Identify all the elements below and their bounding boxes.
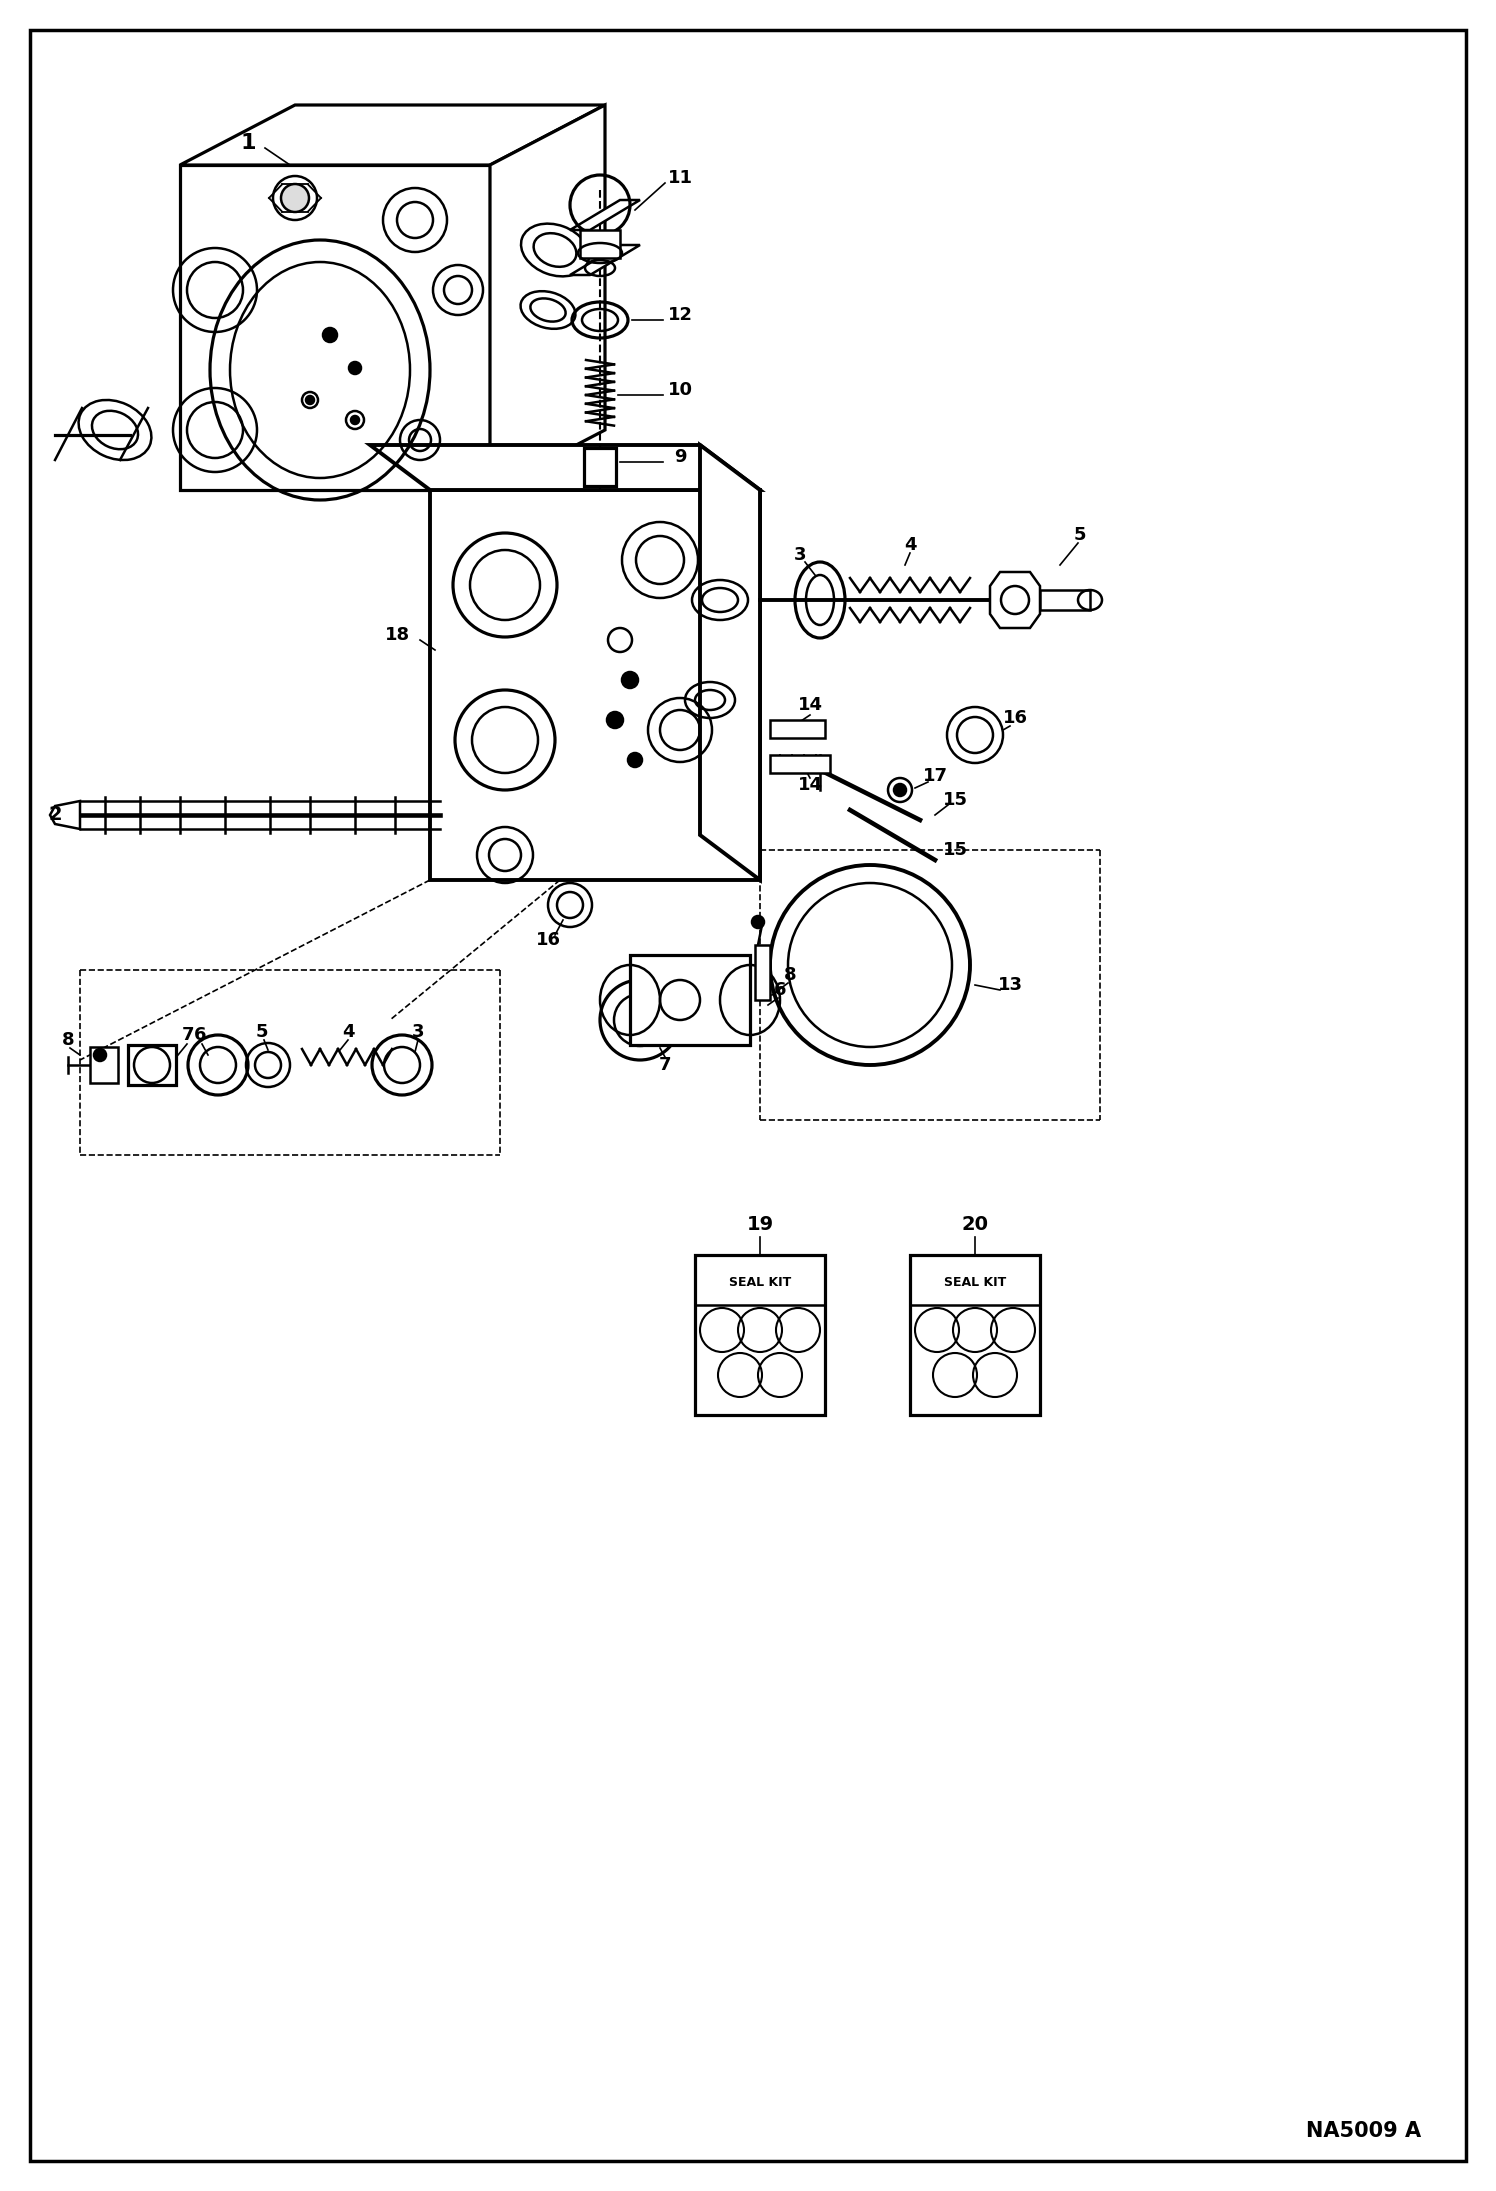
Polygon shape xyxy=(990,572,1040,629)
Polygon shape xyxy=(570,199,640,230)
Text: 16: 16 xyxy=(1002,710,1028,727)
Text: SEAL KIT: SEAL KIT xyxy=(944,1277,1007,1290)
Text: 14: 14 xyxy=(797,776,823,793)
Bar xyxy=(580,230,619,259)
Bar xyxy=(630,955,749,1045)
Text: 2: 2 xyxy=(48,806,61,824)
Bar xyxy=(583,447,616,486)
Polygon shape xyxy=(570,245,640,276)
Bar xyxy=(696,1255,824,1415)
Circle shape xyxy=(281,184,310,213)
Circle shape xyxy=(628,754,642,767)
Circle shape xyxy=(94,1049,106,1060)
Bar xyxy=(770,721,824,738)
Text: 6: 6 xyxy=(773,982,787,999)
Text: 15: 15 xyxy=(942,841,968,859)
Text: 8: 8 xyxy=(61,1032,75,1049)
Bar xyxy=(1040,589,1091,609)
Polygon shape xyxy=(180,105,604,164)
Text: 3: 3 xyxy=(794,546,806,563)
Text: 18: 18 xyxy=(386,627,410,644)
Circle shape xyxy=(307,397,314,403)
Bar xyxy=(755,944,770,999)
Polygon shape xyxy=(429,491,760,881)
Polygon shape xyxy=(180,164,491,491)
Bar xyxy=(90,1047,118,1082)
Text: 6: 6 xyxy=(194,1025,206,1043)
Text: 14: 14 xyxy=(797,697,823,714)
Text: 7: 7 xyxy=(658,1056,672,1074)
Text: 1: 1 xyxy=(241,134,256,153)
Text: 4: 4 xyxy=(341,1023,355,1041)
Text: 15: 15 xyxy=(942,791,968,808)
Bar xyxy=(910,1255,1040,1415)
Text: 19: 19 xyxy=(747,1216,773,1234)
Text: 13: 13 xyxy=(998,975,1022,995)
Text: 16: 16 xyxy=(536,931,561,949)
Polygon shape xyxy=(491,105,604,491)
Circle shape xyxy=(349,362,361,375)
Circle shape xyxy=(323,329,337,342)
Bar xyxy=(770,756,830,773)
Circle shape xyxy=(622,673,637,688)
Circle shape xyxy=(895,784,907,795)
Polygon shape xyxy=(700,445,760,881)
Text: 20: 20 xyxy=(962,1216,989,1234)
Text: 12: 12 xyxy=(667,307,693,324)
Text: 11: 11 xyxy=(667,169,693,186)
Text: 9: 9 xyxy=(673,447,687,467)
Text: NA5009 A: NA5009 A xyxy=(1306,2121,1421,2141)
Text: 3: 3 xyxy=(411,1023,425,1041)
Text: 8: 8 xyxy=(784,966,796,984)
Text: 5: 5 xyxy=(1074,526,1086,543)
Circle shape xyxy=(352,416,359,425)
Text: 10: 10 xyxy=(667,381,693,399)
Text: 4: 4 xyxy=(904,537,916,554)
Circle shape xyxy=(752,916,764,929)
Bar xyxy=(129,1045,177,1085)
Text: 7: 7 xyxy=(181,1025,194,1043)
Polygon shape xyxy=(49,802,79,828)
Text: 5: 5 xyxy=(256,1023,268,1041)
Text: 17: 17 xyxy=(923,767,947,784)
Text: SEAL KIT: SEAL KIT xyxy=(729,1277,791,1290)
Circle shape xyxy=(607,712,622,727)
Polygon shape xyxy=(370,445,760,491)
